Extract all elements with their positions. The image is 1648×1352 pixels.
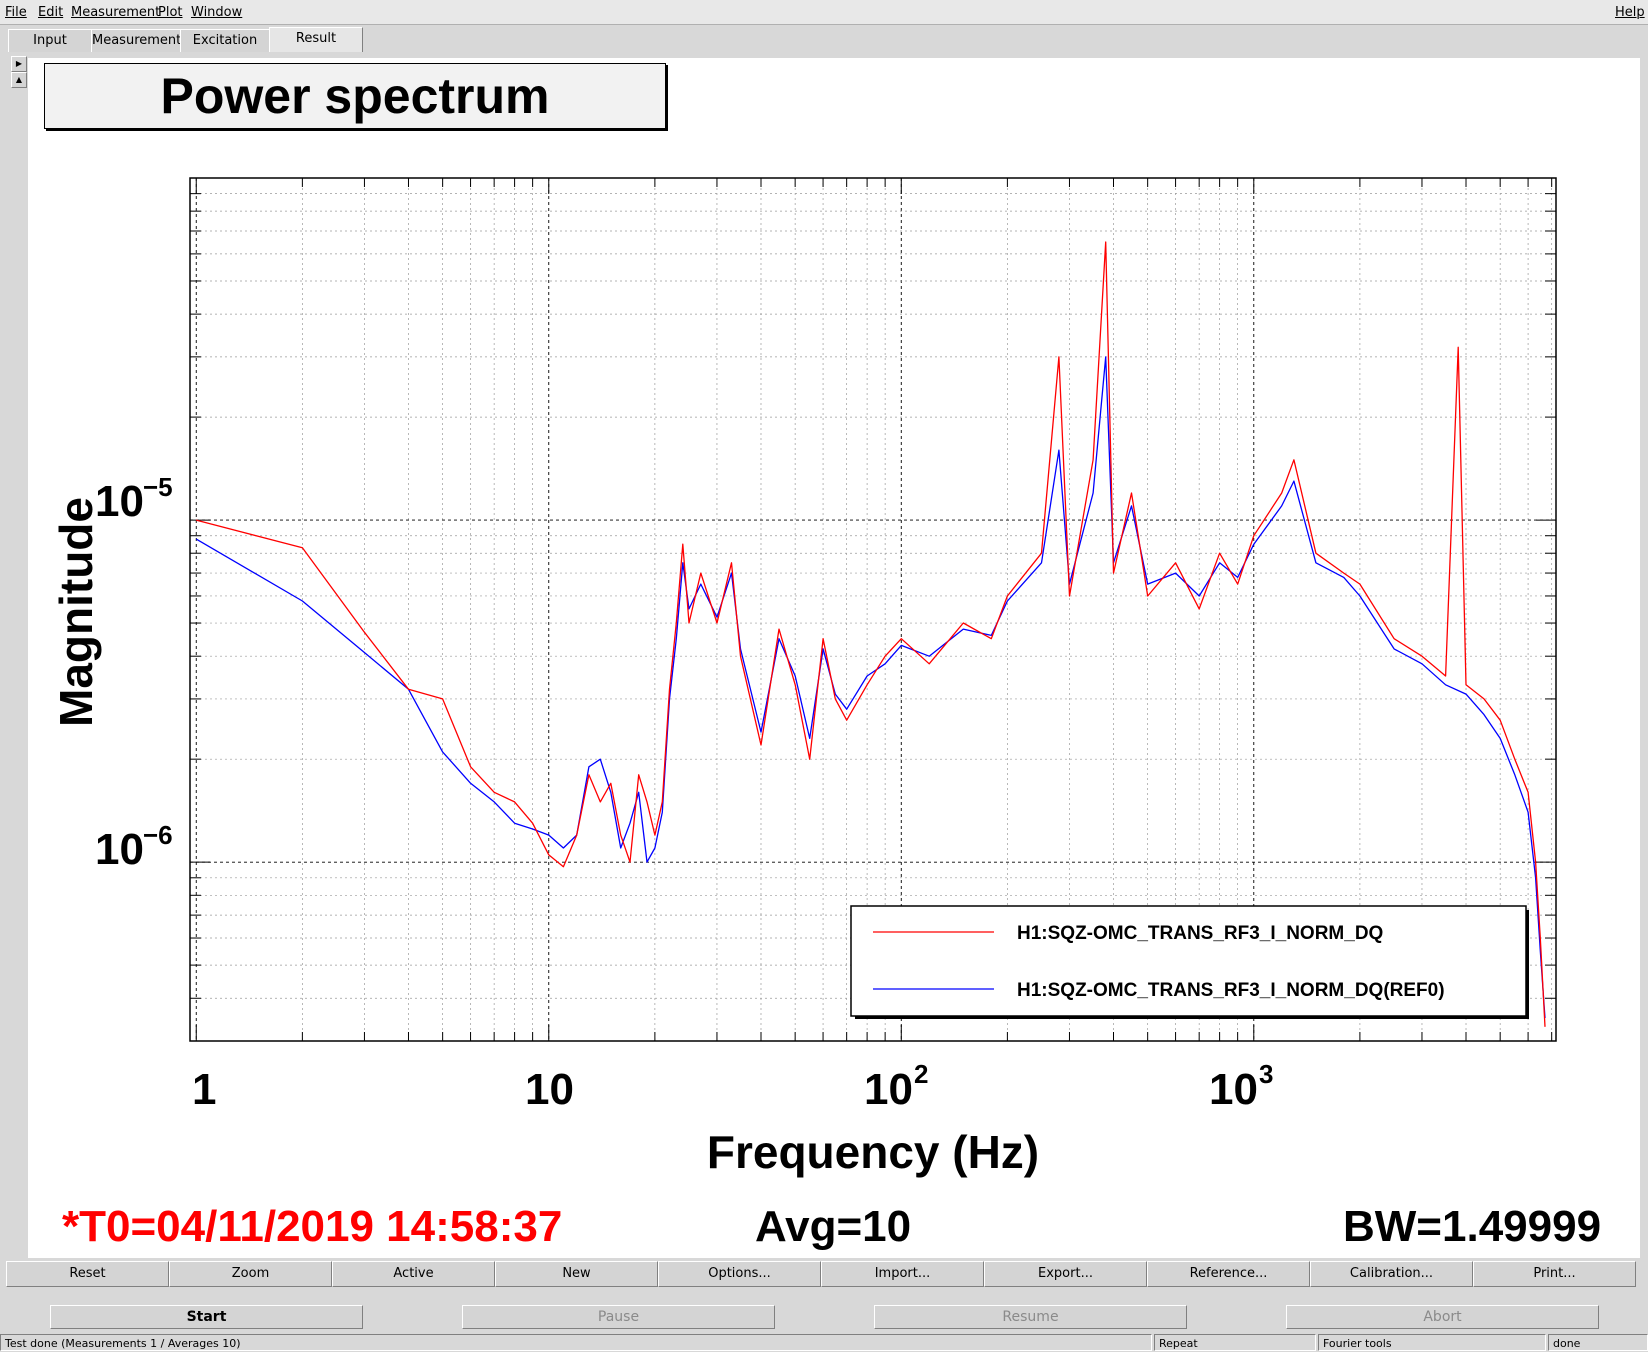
reference-button[interactable]: Reference... <box>1147 1261 1310 1287</box>
legend-shadow-bottom <box>855 1016 1529 1019</box>
status-state: done <box>1548 1334 1648 1351</box>
reset-button[interactable]: Reset <box>6 1261 169 1287</box>
power-spectrum-chart[interactable]: H1:SQZ-OMC_TRANS_RF3_I_NORM_DQ H1:SQZ-OM… <box>0 0 1648 1200</box>
y-axis-label: Magnitude <box>50 497 102 727</box>
active-button[interactable]: Active <box>332 1261 495 1287</box>
zoom-button[interactable]: Zoom <box>169 1261 332 1287</box>
legend-label-blue: H1:SQZ-OMC_TRANS_RF3_I_NORM_DQ(REF0) <box>1017 980 1445 1001</box>
start-button[interactable]: Start <box>50 1305 363 1329</box>
x-tick-label-1: 1 <box>192 1065 216 1114</box>
status-fourier-tools: Fourier tools <box>1318 1334 1546 1351</box>
x-tick-label-10: 10 <box>525 1065 574 1114</box>
tab-excitation[interactable]: Excitation <box>180 29 270 52</box>
menu-plot[interactable]: Plot <box>158 5 183 20</box>
tab-input[interactable]: Input <box>8 29 92 52</box>
status-message: Test done (Measurements 1 / Averages 10) <box>0 1334 1152 1351</box>
y-tick-exp-1e-5: −5 <box>143 472 173 502</box>
y-tick-exp-1e-6: −6 <box>143 820 173 850</box>
legend-shadow-right <box>1526 910 1529 1019</box>
scroll-up-button[interactable]: ▲ <box>11 72 27 88</box>
tab-bar: Input Measurement Excitation Result <box>0 25 1648 52</box>
x-tick-exp-1000: 3 <box>1259 1059 1273 1089</box>
status-repeat: Repeat <box>1154 1334 1316 1351</box>
plot-frame <box>189 177 1557 1042</box>
plot-title-box: Power spectrum <box>44 63 666 129</box>
tab-result[interactable]: Result <box>269 27 363 52</box>
plot-title: Power spectrum <box>160 68 550 124</box>
new-button[interactable]: New <box>495 1261 658 1287</box>
pause-button[interactable]: Pause <box>462 1305 775 1329</box>
plot-canvas[interactable] <box>28 58 1640 1258</box>
status-bar: Test done (Measurements 1 / Averages 10)… <box>0 1333 1648 1352</box>
series-line-red <box>196 241 1546 1027</box>
x-tick-label-1000: 10 <box>1209 1065 1258 1114</box>
legend-box <box>850 905 1527 1017</box>
y-tick-label-1e-5: 10 <box>95 477 144 526</box>
average-count: Avg=10 <box>755 1202 912 1251</box>
x-tick-label-100: 10 <box>864 1065 913 1114</box>
abort-button[interactable]: Abort <box>1286 1305 1599 1329</box>
series-line-blue <box>195 356 1546 1019</box>
x-axis-label: Frequency (Hz) <box>707 1126 1039 1178</box>
y-tick-label-1e-6: 10 <box>95 825 144 874</box>
calibration-button[interactable]: Calibration... <box>1310 1261 1473 1287</box>
plot-toolbar: Reset Zoom Active New Options... Import.… <box>6 1261 1642 1287</box>
print-button[interactable]: Print... <box>1473 1261 1636 1287</box>
triangle-right-icon: ▶ <box>15 59 23 68</box>
x-tick-exp-100: 2 <box>914 1059 928 1089</box>
menu-window[interactable]: Window <box>191 5 243 20</box>
menu-file[interactable]: File <box>5 5 27 20</box>
menu-help[interactable]: Help <box>1615 5 1645 20</box>
menu-edit[interactable]: Edit <box>38 5 64 20</box>
menu-measurement[interactable]: Measurement <box>71 5 161 20</box>
scroll-right-button[interactable]: ▶ <box>11 56 27 72</box>
resume-button[interactable]: Resume <box>874 1305 1187 1329</box>
legend-label-red: H1:SQZ-OMC_TRANS_RF3_I_NORM_DQ <box>1017 923 1383 944</box>
series-lines <box>195 241 1546 1027</box>
legend: H1:SQZ-OMC_TRANS_RF3_I_NORM_DQ H1:SQZ-OM… <box>850 905 1529 1019</box>
menu-bar: File Edit Measurement Plot Window Help <box>0 0 1648 25</box>
export-button[interactable]: Export... <box>984 1261 1147 1287</box>
import-button[interactable]: Import... <box>821 1261 984 1287</box>
bandwidth-value: BW=1.49999 <box>1343 1202 1602 1251</box>
axis-ticks <box>190 177 1556 1042</box>
grid-lines <box>190 177 1556 1042</box>
triangle-up-icon: ▲ <box>15 75 23 84</box>
options-button[interactable]: Options... <box>658 1261 821 1287</box>
t0-timestamp: *T0=04/11/2019 14:58:37 <box>62 1202 563 1251</box>
